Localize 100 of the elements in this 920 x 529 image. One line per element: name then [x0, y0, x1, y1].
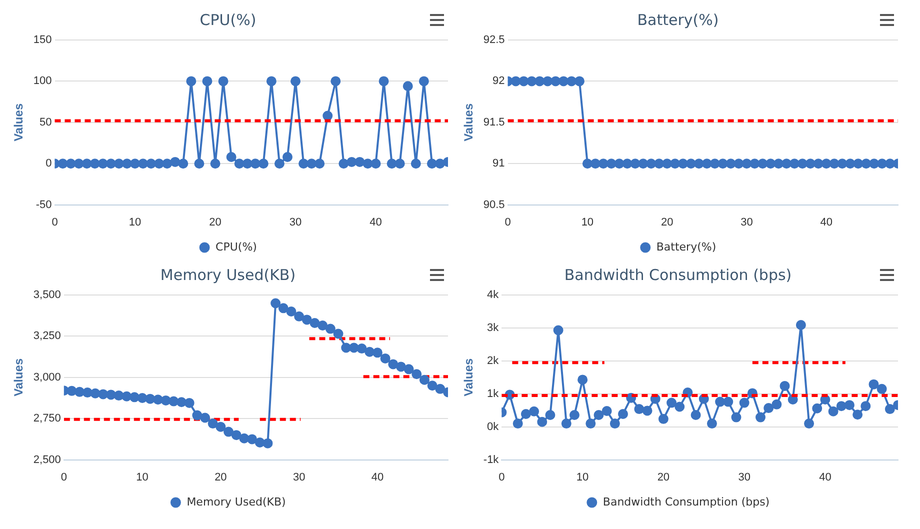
y-tick-label: -1k [483, 454, 500, 466]
point [876, 384, 887, 394]
point [412, 369, 422, 380]
point [333, 328, 344, 339]
y-tick-label: 92.5 [483, 34, 505, 46]
y-tick-label: 3,500 [33, 289, 61, 302]
point [602, 406, 612, 416]
point [396, 362, 406, 372]
y-axis-title: Values [462, 103, 476, 142]
point [338, 158, 349, 169]
point [278, 303, 288, 314]
point [66, 158, 76, 169]
point [356, 344, 367, 354]
point [723, 396, 734, 407]
point [388, 359, 398, 370]
point [216, 422, 226, 432]
point [145, 394, 156, 404]
point [90, 158, 100, 169]
point [160, 395, 171, 406]
x-tick-label: 40 [820, 216, 832, 228]
y-tick-label: -50 [36, 198, 52, 211]
point [812, 403, 822, 414]
point [58, 158, 68, 169]
point [258, 158, 268, 169]
x-tick-label: 20 [657, 471, 670, 484]
point [418, 76, 429, 86]
point [208, 418, 218, 429]
y-axis-title: Values [462, 358, 476, 396]
point [772, 399, 782, 410]
chart-title: Battery(%) [637, 10, 719, 29]
point [82, 388, 92, 398]
y-tick-label: 150 [33, 34, 52, 46]
point [884, 404, 895, 414]
point [270, 298, 281, 308]
point [82, 158, 92, 169]
y-tick-label: 3,000 [33, 371, 61, 384]
point [218, 76, 228, 86]
point [247, 434, 258, 444]
point [674, 402, 685, 412]
legend-label: Battery(%) [656, 240, 716, 254]
point [74, 386, 85, 397]
point [294, 311, 304, 322]
point [66, 386, 77, 396]
point [152, 394, 163, 405]
legend-label: CPU(%) [216, 240, 257, 254]
point [322, 110, 333, 121]
point [419, 374, 430, 385]
x-tick-label: 20 [209, 216, 222, 228]
point [354, 156, 365, 167]
point [764, 403, 774, 414]
point [250, 158, 260, 169]
point [666, 398, 677, 408]
point [828, 406, 838, 416]
point [254, 437, 265, 448]
point [298, 158, 309, 169]
point [239, 433, 250, 444]
point [98, 389, 108, 400]
x-tick-label: 40 [819, 471, 832, 484]
point [290, 76, 301, 86]
point [310, 318, 320, 328]
x-tick-label: 40 [371, 471, 384, 484]
point [129, 392, 140, 402]
point [202, 76, 212, 86]
point [642, 406, 652, 416]
y-axis-title: Values [12, 103, 26, 142]
point [690, 410, 701, 420]
y-tick-label: 91.5 [483, 116, 505, 128]
point [210, 158, 220, 169]
point [194, 158, 204, 169]
y-tick-label: 2,500 [33, 454, 61, 466]
point [520, 408, 531, 419]
point [545, 410, 556, 420]
x-tick-label: 40 [370, 216, 382, 228]
x-tick-label: 10 [576, 471, 589, 484]
point [658, 414, 668, 424]
point [804, 418, 814, 429]
point [154, 158, 164, 169]
point [226, 152, 236, 162]
point [242, 158, 252, 169]
point [176, 397, 186, 408]
point [362, 158, 373, 169]
y-tick-label: 50 [40, 116, 52, 128]
point [402, 81, 413, 92]
point [594, 410, 604, 420]
point [122, 158, 132, 169]
x-tick-label: 10 [128, 216, 142, 228]
point [618, 408, 628, 419]
point [706, 418, 717, 429]
chart-title: Memory Used(KB) [160, 266, 296, 284]
point [434, 158, 445, 169]
point [170, 156, 180, 167]
point [537, 416, 548, 427]
x-tick-label: 10 [136, 471, 148, 484]
point [739, 398, 750, 408]
point [610, 418, 620, 429]
y-tick-label: 90.5 [483, 198, 505, 211]
point [410, 158, 421, 169]
point [325, 324, 336, 334]
point [234, 158, 244, 169]
point [796, 320, 806, 330]
